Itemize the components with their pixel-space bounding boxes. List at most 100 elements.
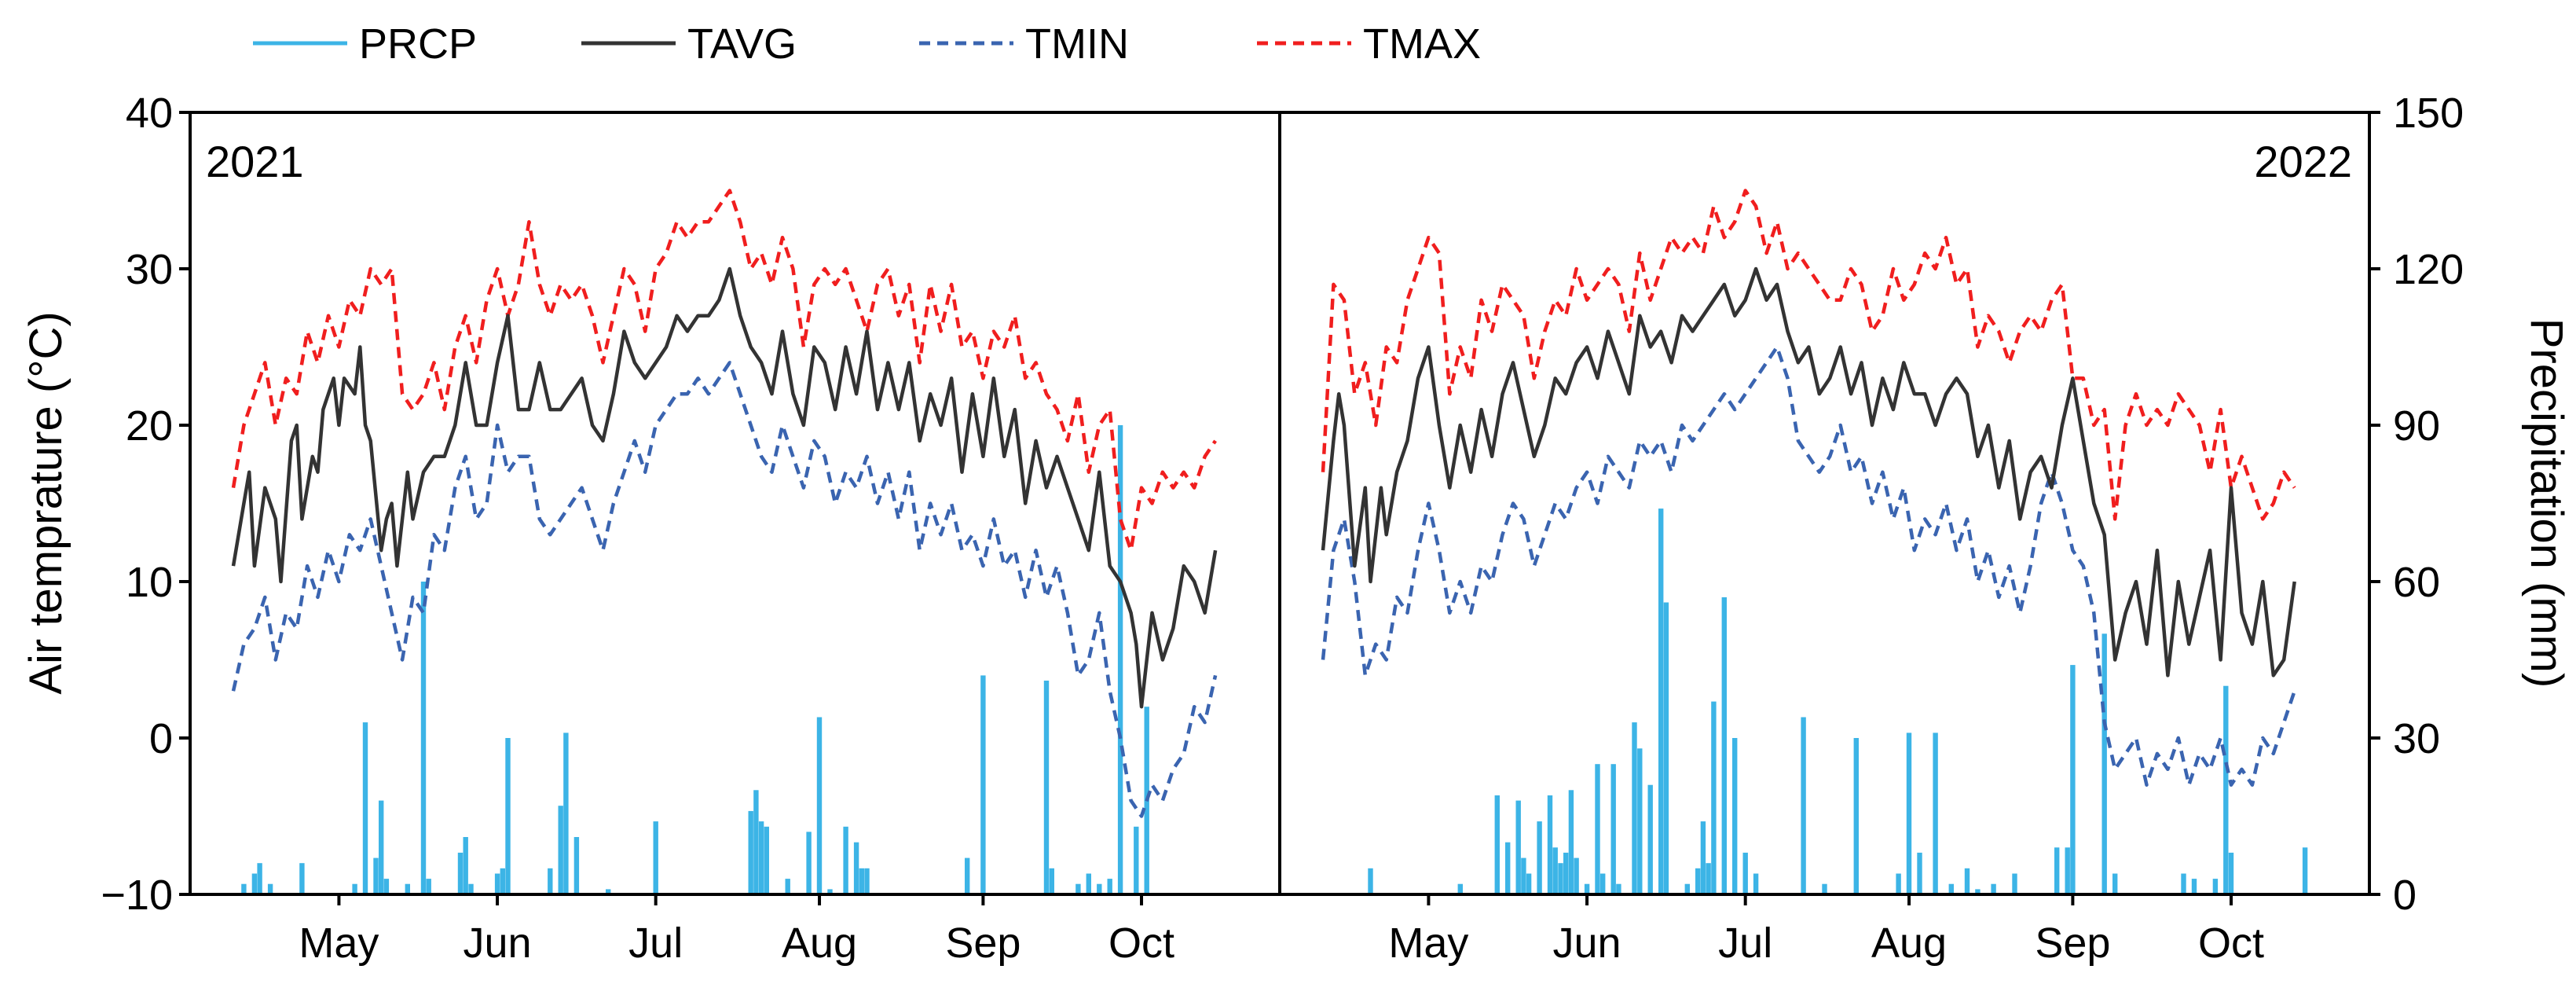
prcp-bar xyxy=(2101,633,2107,894)
prcp-bar xyxy=(1964,868,1970,894)
prcp-bar xyxy=(1822,883,1827,894)
prcp-bar xyxy=(426,879,431,894)
prcp-bar xyxy=(1505,842,1511,894)
prcp-bar xyxy=(1742,852,1748,894)
prcp-bar xyxy=(758,821,764,894)
prcp-bar xyxy=(2302,847,2308,894)
prcp-bar xyxy=(420,582,427,894)
prcp-bar xyxy=(827,889,833,894)
prcp-bar xyxy=(1721,597,1727,894)
prcp-bar xyxy=(980,675,986,894)
prcp-bar xyxy=(1568,790,1574,894)
prcp-bar xyxy=(383,879,390,894)
prcp-bar xyxy=(299,863,305,894)
prcp-bar xyxy=(1547,795,1553,894)
prcp-bar xyxy=(806,832,812,894)
prcp-bar xyxy=(1663,602,1669,894)
prcp-bar xyxy=(1853,738,1859,894)
prcp-bar xyxy=(2112,873,2118,894)
prcp-bar xyxy=(2191,879,2197,894)
prcp-bar xyxy=(1097,883,1102,894)
tmin-line-2021 xyxy=(231,361,1218,818)
prcp-bar xyxy=(352,883,357,894)
prcp-bar xyxy=(2065,847,2070,894)
y-right-tick-label: 90 xyxy=(2393,402,2440,450)
prcp-bar xyxy=(653,821,658,894)
x-tick-label: Oct xyxy=(1108,920,1174,967)
prcp-bar xyxy=(573,837,580,894)
y-left-tick-label: 0 xyxy=(149,715,173,762)
y-right-tick-label: 60 xyxy=(2393,559,2440,606)
x-tick-label: May xyxy=(299,920,379,967)
legend: PRCP TAVG TMIN TMAX xyxy=(253,20,1481,68)
prcp-bar xyxy=(843,826,848,894)
prcp-bar xyxy=(606,889,611,894)
panel-2021: 2021 xyxy=(206,137,1218,894)
prcp-bar xyxy=(1658,509,1664,894)
x-tick-label: Sep xyxy=(2035,920,2110,967)
y-left-tick-label: −10 xyxy=(101,872,173,919)
y-right-tick-label: 120 xyxy=(2393,246,2464,293)
prcp-bar xyxy=(1537,821,1542,894)
prcp-bar xyxy=(1975,889,1981,894)
x-tick-label: Oct xyxy=(2198,920,2264,967)
prcp-bar xyxy=(1075,883,1081,894)
prcp-bar xyxy=(1494,795,1500,894)
x-axis: May Jun Jul Aug Sep Oct May Jun Jul Aug Sep Oct xyxy=(299,894,2264,967)
y-right-axis: 0 30 60 90 120 150 xyxy=(2369,90,2464,919)
prcp-bar xyxy=(2212,879,2219,894)
y-left-tick-label: 40 xyxy=(126,90,173,137)
prcp-bar xyxy=(548,868,553,894)
x-tick-label: Aug xyxy=(1871,920,1947,967)
prcp-bar xyxy=(1991,883,1996,894)
prcp-bar xyxy=(1695,868,1701,894)
prcp-bar xyxy=(965,857,970,894)
prcp-bar xyxy=(405,883,410,894)
y-right-title: Precipitation (mm) xyxy=(2521,318,2572,688)
prcp-bar xyxy=(1368,868,1373,894)
prcp-bar xyxy=(1700,821,1706,894)
prcp-bar xyxy=(853,842,859,894)
prcp-bar xyxy=(1917,852,1922,894)
prcp-bar xyxy=(373,857,379,894)
x-tick-label: Aug xyxy=(782,920,857,967)
prcp-bar xyxy=(494,873,500,894)
legend-label-tmin: TMIN xyxy=(1025,20,1129,68)
prcp-bar xyxy=(1600,873,1606,894)
prcp-bar xyxy=(1515,800,1521,894)
y-right-tick-label: 30 xyxy=(2393,715,2440,762)
y-right-tick-label: 150 xyxy=(2393,90,2464,137)
y-left-tick-label: 30 xyxy=(126,246,173,293)
prcp-bar xyxy=(1049,868,1054,894)
prcp-bar xyxy=(362,722,368,894)
prcp-bar xyxy=(2223,685,2229,894)
prcp-bar xyxy=(764,826,769,894)
prcp-bar xyxy=(463,837,468,894)
prcp-bar xyxy=(1086,873,1091,894)
prcp-bar xyxy=(500,868,505,894)
prcp-bar xyxy=(1552,847,1558,894)
y-left-tick-label: 20 xyxy=(126,402,173,450)
prcp-bars-2021 xyxy=(241,425,1149,894)
prcp-bar xyxy=(864,868,870,894)
prcp-bar xyxy=(1948,883,1954,894)
x-tick-label: Jun xyxy=(464,920,532,967)
tavg-line-2021 xyxy=(231,266,1218,709)
prcp-bar xyxy=(563,732,569,894)
legend-label-tmax: TMAX xyxy=(1363,20,1481,68)
prcp-bar xyxy=(1563,852,1569,894)
x-tick-label: Sep xyxy=(945,920,1021,967)
x-tick-label: Jun xyxy=(1553,920,1621,967)
prcp-bar xyxy=(748,810,753,894)
prcp-bar xyxy=(241,883,247,894)
prcp-bar xyxy=(1595,764,1600,894)
prcp-bar xyxy=(505,738,511,894)
prcp-bar xyxy=(753,790,759,894)
prcp-bar xyxy=(457,852,464,894)
prcp-bar xyxy=(558,806,563,894)
y-right-tick-label: 0 xyxy=(2393,872,2417,919)
panel-2022: 2022 xyxy=(1321,137,2352,894)
x-tick-label: May xyxy=(1388,920,1468,967)
prcp-bar xyxy=(1632,722,1637,894)
